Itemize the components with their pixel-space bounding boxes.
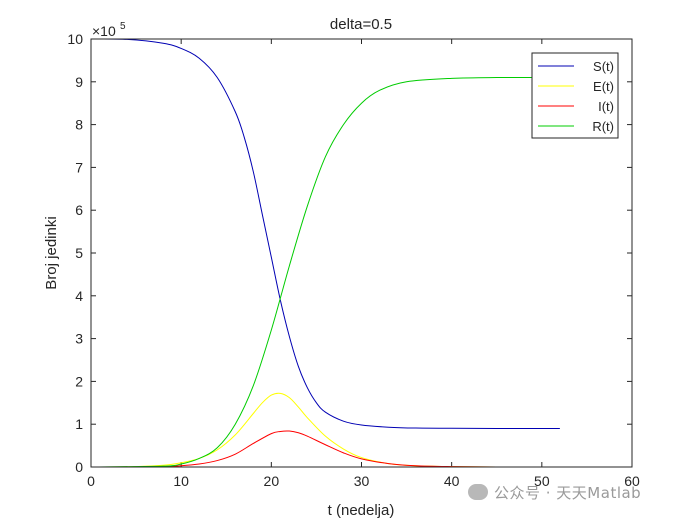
- wechat-icon: [468, 484, 488, 500]
- series-line-rt: [90, 76, 560, 468]
- axes-box: [90, 38, 633, 468]
- series-line-st: [90, 38, 560, 429]
- x-tick-label: 40: [444, 473, 460, 489]
- x-tick-label: 30: [354, 473, 370, 489]
- x-tick-label: 50: [534, 473, 550, 489]
- x-tick-label: 60: [624, 473, 640, 489]
- x-tick-label: 10: [173, 473, 189, 489]
- y-tick-label: 9: [75, 74, 83, 90]
- y-tick-label: 6: [75, 202, 83, 218]
- chart-title: delta=0.5: [330, 16, 392, 33]
- legend-entry-label: R(t): [592, 119, 614, 134]
- watermark-text: 公众号 · 天天Matlab: [494, 484, 642, 502]
- y-tick-label: 2: [75, 373, 83, 389]
- watermark: 公众号 · 天天Matlab: [468, 482, 641, 503]
- x-axis-label: t (nedelja): [328, 502, 395, 519]
- legend-entry-label: S(t): [593, 59, 614, 74]
- y-tick-label: 4: [75, 288, 83, 304]
- y-tick-label: 5: [75, 245, 83, 261]
- y-exponent-base: ×10: [92, 23, 116, 39]
- y-axis-label: Broj jedinki: [43, 216, 60, 289]
- y-tick-label: 0: [75, 459, 83, 475]
- x-tick-label: 0: [87, 473, 95, 489]
- legend-entry-label: I(t): [598, 99, 614, 114]
- y-tick-label: 8: [75, 117, 83, 133]
- legend-entry-label: E(t): [593, 79, 614, 94]
- legend-box: [531, 52, 619, 139]
- y-tick-label: 1: [75, 416, 83, 432]
- y-tick-label: 7: [75, 159, 83, 175]
- y-exponent-power: 5: [120, 21, 126, 32]
- y-tick-label: 3: [75, 331, 83, 347]
- y-tick-label: 10: [67, 31, 83, 47]
- series-line-it: [90, 430, 560, 468]
- x-tick-label: 20: [264, 473, 280, 489]
- legend: S(t) E(t) I(t) R(t): [531, 52, 619, 139]
